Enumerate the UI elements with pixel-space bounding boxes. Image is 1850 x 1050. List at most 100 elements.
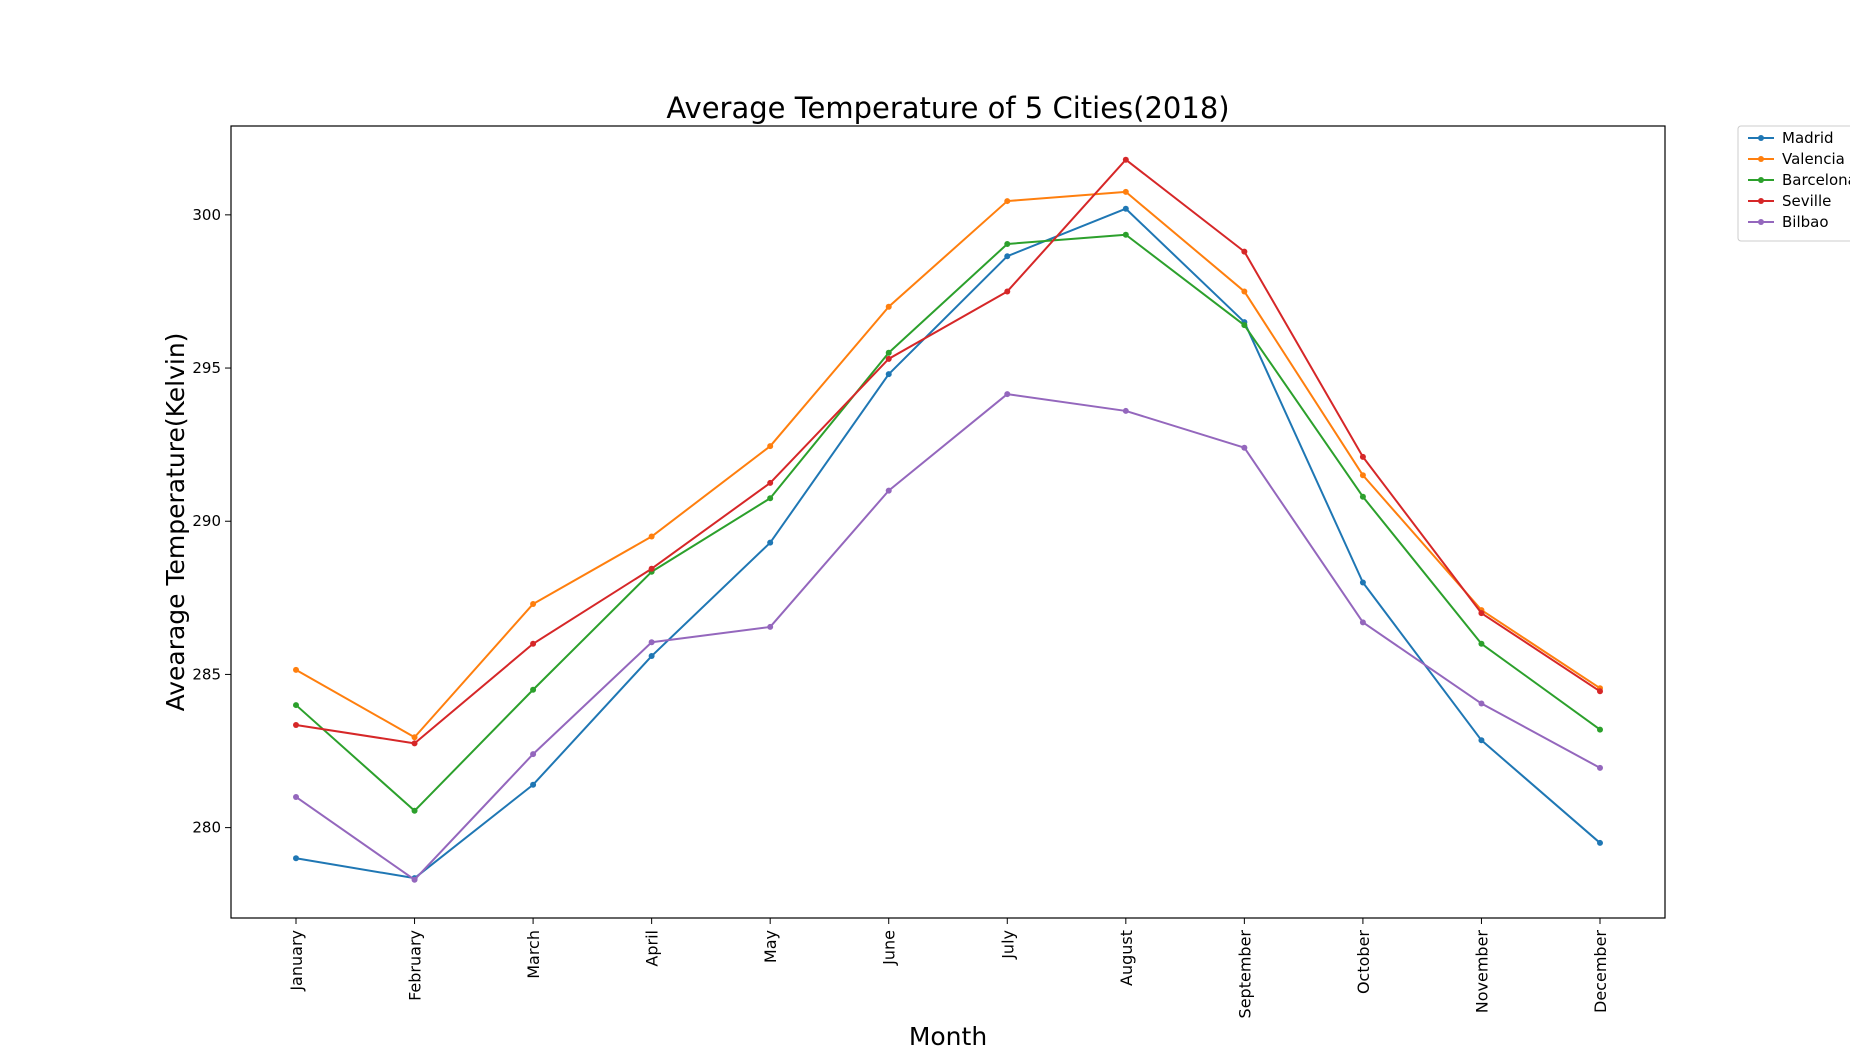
data-point-bilbao bbox=[1004, 391, 1011, 398]
data-point-bilbao bbox=[293, 793, 299, 800]
x-tick-label: May bbox=[761, 930, 780, 963]
y-tick-label: 300 bbox=[192, 206, 221, 224]
data-point-seville bbox=[411, 740, 418, 747]
data-point-bilbao bbox=[1478, 700, 1485, 707]
legend-marker bbox=[1758, 219, 1764, 225]
x-tick-label: September bbox=[1235, 930, 1254, 1019]
series-valencia bbox=[293, 188, 1603, 741]
data-point-seville bbox=[1359, 453, 1366, 460]
data-point-seville bbox=[648, 565, 655, 572]
legend-label: Madrid bbox=[1782, 129, 1834, 147]
data-point-valencia bbox=[293, 666, 299, 673]
data-point-madrid bbox=[1597, 839, 1603, 846]
chart-title: Average Temperature of 5 Cities(2018) bbox=[666, 91, 1229, 125]
data-point-madrid bbox=[885, 371, 892, 378]
data-point-madrid bbox=[1004, 253, 1011, 260]
data-point-barcelona bbox=[1597, 726, 1603, 733]
x-tick-label: December bbox=[1591, 930, 1610, 1013]
data-point-barcelona bbox=[885, 349, 892, 356]
legend-marker bbox=[1758, 135, 1764, 141]
x-tick-label: November bbox=[1472, 930, 1491, 1014]
data-point-barcelona bbox=[767, 495, 774, 502]
x-axis: January February March April May June July Augu… bbox=[287, 918, 1610, 1018]
series-layer bbox=[293, 156, 1603, 883]
series-line-madrid bbox=[295, 207, 1601, 880]
data-point-madrid bbox=[1478, 737, 1485, 744]
data-point-bilbao bbox=[885, 487, 892, 494]
legend-label: Barcelona bbox=[1782, 171, 1850, 189]
series-line-barcelona bbox=[295, 233, 1601, 812]
data-point-madrid bbox=[648, 653, 655, 660]
data-point-madrid bbox=[767, 539, 774, 546]
data-point-barcelona bbox=[1004, 240, 1011, 247]
data-point-valencia bbox=[648, 533, 655, 540]
x-tick-label: July bbox=[998, 930, 1017, 960]
data-point-barcelona bbox=[293, 702, 299, 709]
legend-frame bbox=[1737, 125, 1850, 242]
legend: Madrid Valencia Barcelona Seville Bilbao bbox=[1737, 125, 1850, 242]
data-point-valencia bbox=[885, 303, 892, 310]
y-axis-label: Avearage Temperature(Kelvin) bbox=[161, 333, 190, 712]
y-tick-label: 290 bbox=[192, 512, 221, 530]
data-point-barcelona bbox=[1241, 322, 1248, 329]
data-point-madrid bbox=[1122, 205, 1129, 212]
legend-marker bbox=[1758, 198, 1764, 204]
data-point-bilbao bbox=[1122, 407, 1129, 414]
data-point-valencia bbox=[767, 443, 774, 450]
y-tick-label: 285 bbox=[192, 665, 221, 683]
data-point-seville bbox=[1478, 610, 1485, 617]
y-tick-label: 280 bbox=[192, 819, 221, 837]
data-point-seville bbox=[1241, 248, 1248, 255]
data-point-madrid bbox=[1359, 579, 1366, 586]
x-tick-label: February bbox=[406, 930, 425, 1001]
plot-area-frame bbox=[230, 125, 1666, 919]
data-point-valencia bbox=[411, 734, 418, 741]
series-line-valencia bbox=[295, 190, 1601, 739]
x-tick-label: October bbox=[1354, 930, 1373, 994]
data-point-seville bbox=[293, 721, 299, 728]
data-point-bilbao bbox=[1241, 444, 1248, 451]
data-point-bilbao bbox=[767, 623, 774, 630]
legend-marker bbox=[1758, 156, 1764, 162]
legend-label: Seville bbox=[1782, 192, 1831, 210]
data-point-seville bbox=[530, 640, 537, 647]
legend-marker bbox=[1758, 177, 1764, 183]
series-line-bilbao bbox=[295, 393, 1601, 881]
data-point-valencia bbox=[1359, 472, 1366, 479]
x-tick-label: August bbox=[1117, 930, 1136, 986]
series-line-seville bbox=[295, 158, 1601, 745]
y-tick-label: 295 bbox=[192, 359, 221, 377]
series-barcelona bbox=[293, 231, 1603, 814]
data-point-barcelona bbox=[1359, 493, 1366, 500]
x-axis-label: Month bbox=[909, 1022, 987, 1050]
data-point-bilbao bbox=[530, 751, 537, 758]
series-bilbao bbox=[293, 391, 1603, 883]
data-point-valencia bbox=[1241, 288, 1248, 295]
data-point-seville bbox=[1004, 288, 1011, 295]
data-point-bilbao bbox=[1359, 619, 1366, 626]
data-point-madrid bbox=[530, 781, 537, 788]
data-point-bilbao bbox=[1597, 764, 1603, 771]
data-point-seville bbox=[885, 355, 892, 362]
legend-label: Bilbao bbox=[1782, 213, 1829, 231]
data-point-barcelona bbox=[530, 686, 537, 693]
data-point-seville bbox=[1597, 688, 1603, 695]
x-tick-label: January bbox=[287, 930, 306, 992]
data-point-seville bbox=[767, 479, 774, 486]
y-axis: 280 285 290 295 300 bbox=[192, 206, 231, 837]
data-point-valencia bbox=[1004, 198, 1011, 205]
x-tick-label: June bbox=[880, 930, 899, 966]
x-tick-label: April bbox=[643, 930, 662, 967]
data-point-valencia bbox=[530, 600, 537, 607]
data-point-barcelona bbox=[411, 807, 418, 814]
data-point-bilbao bbox=[411, 876, 418, 883]
legend-label: Valencia bbox=[1782, 150, 1845, 168]
data-point-barcelona bbox=[1122, 231, 1129, 238]
series-seville bbox=[293, 156, 1603, 747]
x-tick-label: March bbox=[524, 930, 543, 979]
data-point-valencia bbox=[1122, 188, 1129, 195]
data-point-seville bbox=[1122, 156, 1129, 163]
series-madrid bbox=[293, 205, 1603, 882]
data-point-madrid bbox=[293, 855, 299, 862]
